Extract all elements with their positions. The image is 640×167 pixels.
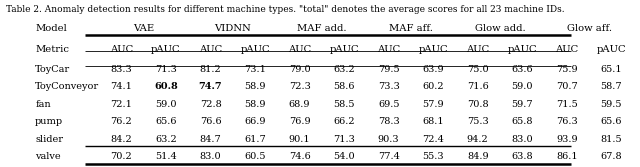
Text: 63.2: 63.2 [155,135,177,144]
Text: 70.2: 70.2 [111,152,132,161]
Text: 83.3: 83.3 [111,65,132,74]
Text: 58.7: 58.7 [600,82,622,91]
Text: pAUC: pAUC [240,45,270,54]
Text: 78.3: 78.3 [378,117,399,126]
Text: ToyConveyor: ToyConveyor [35,82,99,91]
Text: 83.0: 83.0 [511,135,533,144]
Text: pAUC: pAUC [419,45,448,54]
Text: 60.8: 60.8 [154,82,178,91]
Text: 90.3: 90.3 [378,135,399,144]
Text: 74.1: 74.1 [111,82,132,91]
Text: 93.9: 93.9 [556,135,578,144]
Text: 74.6: 74.6 [289,152,310,161]
Text: 75.3: 75.3 [467,117,488,126]
Text: 86.1: 86.1 [556,152,578,161]
Text: pump: pump [35,117,63,126]
Text: 74.7: 74.7 [199,82,222,91]
Text: 72.4: 72.4 [422,135,444,144]
Text: 76.2: 76.2 [111,117,132,126]
Text: 76.3: 76.3 [556,117,578,126]
Text: 65.6: 65.6 [156,117,177,126]
Text: 55.3: 55.3 [422,152,444,161]
Text: 72.8: 72.8 [200,100,221,109]
Text: 76.6: 76.6 [200,117,221,126]
Text: 68.9: 68.9 [289,100,310,109]
Text: 84.9: 84.9 [467,152,488,161]
Text: 81.5: 81.5 [600,135,622,144]
Text: AUC: AUC [466,45,490,54]
Text: AUC: AUC [377,45,400,54]
Text: 57.9: 57.9 [422,100,444,109]
Text: AUC: AUC [288,45,311,54]
Text: 58.5: 58.5 [333,100,355,109]
Text: fan: fan [35,100,51,109]
Text: 71.6: 71.6 [467,82,488,91]
Text: 70.8: 70.8 [467,100,488,109]
Text: 90.1: 90.1 [289,135,310,144]
Text: AUC: AUC [110,45,133,54]
Text: valve: valve [35,152,61,161]
Text: VIDNN: VIDNN [214,24,251,33]
Text: 59.0: 59.0 [156,100,177,109]
Text: 71.3: 71.3 [333,135,355,144]
Text: slider: slider [35,135,63,144]
Text: 71.5: 71.5 [556,100,578,109]
Text: 75.0: 75.0 [467,65,488,74]
Text: 63.9: 63.9 [422,65,444,74]
Text: 51.4: 51.4 [155,152,177,161]
Text: 63.2: 63.2 [333,65,355,74]
Text: Metric: Metric [35,45,69,54]
Text: 84.2: 84.2 [111,135,132,144]
Text: 70.7: 70.7 [556,82,578,91]
Text: 54.0: 54.0 [333,152,355,161]
Text: 84.7: 84.7 [200,135,221,144]
Text: 77.4: 77.4 [378,152,399,161]
Text: MAF add.: MAF add. [297,24,347,33]
Text: 73.3: 73.3 [378,82,399,91]
Text: 65.8: 65.8 [511,117,533,126]
Text: 63.8: 63.8 [511,152,533,161]
Text: ToyCar: ToyCar [35,65,70,74]
Text: 75.9: 75.9 [556,65,578,74]
Text: 79.5: 79.5 [378,65,399,74]
Text: 66.9: 66.9 [244,117,266,126]
Text: 68.1: 68.1 [422,117,444,126]
Text: 69.5: 69.5 [378,100,399,109]
Text: 59.0: 59.0 [511,82,533,91]
Text: 65.6: 65.6 [600,117,622,126]
Text: Model: Model [35,24,67,33]
Text: 73.1: 73.1 [244,65,266,74]
Text: 58.9: 58.9 [244,100,266,109]
Text: Glow add.: Glow add. [475,24,525,33]
Text: 65.1: 65.1 [600,65,622,74]
Text: Glow aff.: Glow aff. [566,24,612,33]
Text: 79.0: 79.0 [289,65,310,74]
Text: pAUC: pAUC [330,45,359,54]
Text: AUC: AUC [555,45,579,54]
Text: 60.2: 60.2 [422,82,444,91]
Text: 66.2: 66.2 [333,117,355,126]
Text: VAE: VAE [133,24,154,33]
Text: 83.0: 83.0 [200,152,221,161]
Text: 76.9: 76.9 [289,117,310,126]
Text: 72.3: 72.3 [289,82,310,91]
Text: 94.2: 94.2 [467,135,488,144]
Text: 59.5: 59.5 [600,100,622,109]
Text: 61.7: 61.7 [244,135,266,144]
Text: pAUC: pAUC [151,45,181,54]
Text: 59.7: 59.7 [511,100,533,109]
Text: pAUC: pAUC [508,45,537,54]
Text: 81.2: 81.2 [200,65,221,74]
Text: 67.8: 67.8 [600,152,622,161]
Text: 63.6: 63.6 [511,65,533,74]
Text: 72.1: 72.1 [111,100,132,109]
Text: MAF aff.: MAF aff. [389,24,433,33]
Text: AUC: AUC [199,45,222,54]
Text: pAUC: pAUC [596,45,626,54]
Text: 58.6: 58.6 [333,82,355,91]
Text: 58.9: 58.9 [244,82,266,91]
Text: Table 2. Anomaly detection results for different machine types. "total" denotes : Table 2. Anomaly detection results for d… [6,5,565,14]
Text: 71.3: 71.3 [155,65,177,74]
Text: 60.5: 60.5 [244,152,266,161]
